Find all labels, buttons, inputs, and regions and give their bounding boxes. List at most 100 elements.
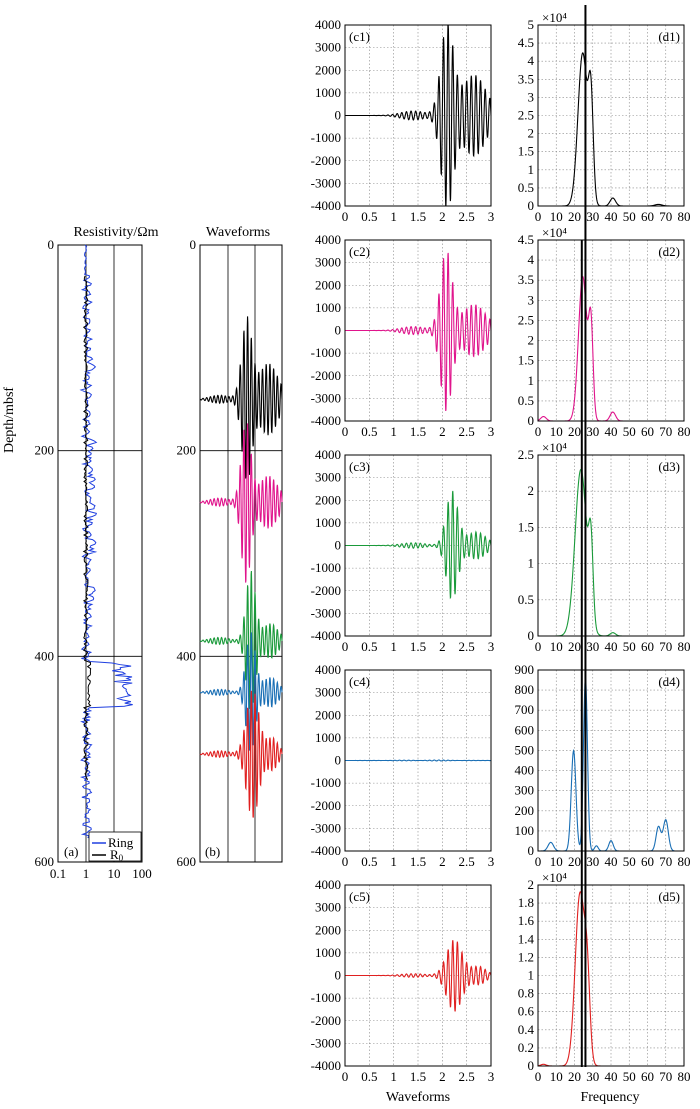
x-tick-label: 30 [586,639,599,654]
y-tick-label: 1000 [315,515,341,530]
y-tick-label: 200 [35,443,55,458]
y-tick-label: -1000 [311,775,341,790]
y-tick-label: 1.4 [518,931,535,946]
x-tick-label: 40 [605,1069,618,1084]
waveform-trace [345,252,492,412]
x-tick-label: 10 [550,1069,563,1084]
x-tick-label: 30 [586,209,599,224]
y-tick-label: 1000 [315,300,341,315]
x-tick-label: 20 [568,424,581,439]
y-tick-label: -2000 [311,798,341,813]
x-tick-label: 0 [535,209,542,224]
depth-trace [199,570,283,709]
x-tick-label: 10 [550,854,563,869]
spectrum-panel: 2.5 2 1.5 1 0.5 00 10 20 30 40 50 60 70 80 (d3) ×10⁴ [518,440,691,654]
panel-frame [537,24,685,207]
panel-b-traces [199,316,283,818]
y-tick-label: 1 [528,556,535,571]
panel-a-title: Resistivity/Ωm [73,225,158,240]
x-tick-label: 80 [678,1069,691,1084]
y-tick-label: 2000 [315,922,341,937]
y-tick-label: 3000 [315,40,341,55]
r0-resistivity-curve [82,275,92,780]
y-tick-label: -1000 [311,560,341,575]
x-tick-label: 0.5 [361,424,377,439]
legend-box [88,831,142,862]
x-tick-label: 1 [83,866,90,881]
spectrum-panels: 54.543.532.521.510.500 10 20 30 40 50 60 70 80(d… [515,5,691,1084]
y-tick-label: 500 [515,742,535,757]
y-tick-label: 1000 [315,730,341,745]
x-tick-label: 80 [678,424,691,439]
x-tick-label: 2.5 [459,209,475,224]
y-tick-label: 0 [528,198,535,213]
x-tick-label: 80 [678,854,691,869]
y-tick-label: 3000 [315,255,341,270]
y-tick-label: -2000 [311,153,341,168]
y-tick-label: -3000 [311,175,341,190]
x-tick-label: 60 [641,854,654,869]
y-tick-label: -2000 [311,583,341,598]
depth-trace [199,690,283,818]
y-tick-label: -4000 [311,628,341,643]
x-tick-label: 30 [586,854,599,869]
x-tick-label: 0.5 [361,854,377,869]
y-tick-label: 2.5 [518,108,534,123]
y-tick-label: 200 [177,443,197,458]
x-tick-label: 1 [390,639,397,654]
y-tick-label: 4 [528,252,535,267]
panel-frame [344,24,492,207]
panel-a-legend: Ring R0 [88,831,142,863]
x-tick-label: 10 [550,639,563,654]
spectrum-trace [538,468,675,637]
y-tick-label: 4000 [315,232,341,247]
y-tick-label: 900 [515,662,535,677]
exponent-label: ×10⁴ [542,10,567,25]
y-tick-label: 1.5 [518,519,534,534]
y-tick-label: 0 [190,237,197,252]
y-tick-label: 4.5 [518,35,534,50]
y-tick-label: 0 [335,753,342,768]
x-tick-label: 0.5 [361,209,377,224]
x-tick-label: 50 [623,639,636,654]
y-tick-label: 800 [515,682,535,697]
y-tick-label: 2 [528,126,535,141]
y-tick-label: 2000 [315,492,341,507]
y-tick-label: 400 [35,648,55,663]
y-tick-label: 700 [515,702,535,717]
spectrum-panel: 4.5 4 3.5 3 2.5 2 1.5 1 0.5 00 10 20 30 40 50 60 70 80 (d2… [518,225,691,439]
x-tick-label: 60 [641,1069,654,1084]
x-tick-label: 40 [605,424,618,439]
x-tick-label: 3 [488,424,495,439]
y-tick-label: 1 [528,373,535,388]
panel-frame [344,239,492,422]
x-tick-label: 2 [439,639,446,654]
y-tick-label: 1.5 [518,144,534,159]
x-tick-label: 60 [641,639,654,654]
y-tick-label: 0 [528,628,535,643]
x-tick-label: 50 [623,854,636,869]
x-tick-label: 0 [342,854,349,869]
x-tick-label: 50 [623,1069,636,1084]
depth-trace [199,632,283,751]
y-tick-label: 2000 [315,277,341,292]
y-tick-label: 600 [515,722,535,737]
depth-axis-label: Depth/mbsf [2,387,17,453]
panel-frame [537,884,685,1067]
y-tick-label: -4000 [311,843,341,858]
y-tick-label: 0.2 [518,1040,534,1055]
spectrum-panel: 21.81.61.41.210.80.60.40.200 10 20 30 40 50 60… [518,870,691,1084]
y-tick-label: 3 [528,89,535,104]
y-tick-label: 0.8 [518,986,534,1001]
x-tick-label: 80 [678,639,691,654]
y-tick-label: -4000 [311,198,341,213]
x-tick-label: 70 [659,854,672,869]
panel-b-title: Waveforms [206,225,270,240]
x-tick-label: 2.5 [459,1069,475,1084]
x-tick-label: 1.5 [410,639,426,654]
panel-b-grid [200,245,282,862]
x-tick-label: 3 [488,209,495,224]
y-tick-label: 1000 [315,945,341,960]
